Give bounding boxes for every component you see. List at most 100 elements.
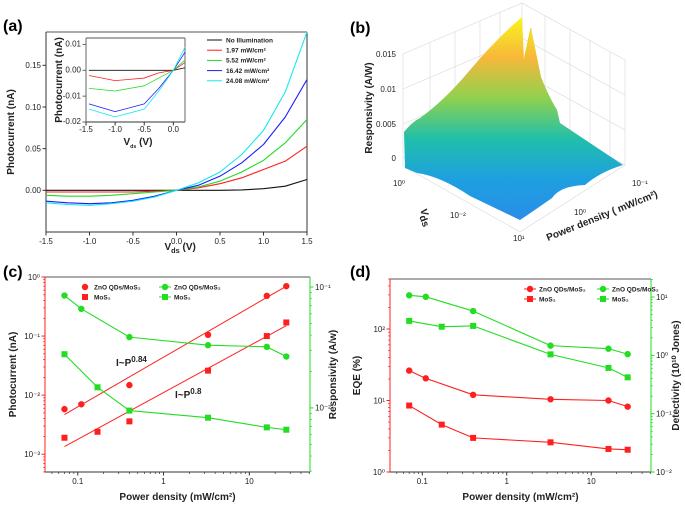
y2-axis-label: Responsivity (A/w)	[328, 330, 339, 419]
fit-annotation-text: I~P	[116, 358, 132, 369]
y-tick-label: 0.15	[25, 61, 41, 70]
legend-label: 5.52 mW/cm²	[226, 58, 267, 65]
series-2	[61, 292, 290, 360]
x-tick-label: 1	[505, 477, 510, 486]
y-tick-label: 0.10	[25, 103, 41, 112]
data-point-circle	[61, 405, 68, 413]
data-point-square	[406, 317, 413, 324]
y-tick-label: -0.01	[63, 91, 82, 100]
panel-label-c: (c)	[3, 264, 23, 281]
x-tick-label: 10	[245, 477, 254, 486]
y2-tick-label: 10⁻¹	[315, 283, 331, 292]
y-axis-label: EQE (%)	[352, 356, 363, 395]
series-line	[64, 295, 287, 358]
data-point-square	[263, 333, 270, 340]
legend-label: MoS₂	[539, 296, 556, 303]
series-line	[409, 320, 628, 378]
series-3	[406, 317, 631, 381]
data-point-circle	[422, 375, 429, 382]
x-tick-label: -1.5	[39, 237, 53, 246]
series-line	[88, 59, 186, 92]
series-line	[88, 67, 186, 71]
x-axis-label: Power density (mW/cm²)	[462, 492, 578, 503]
data-point-square	[205, 367, 212, 374]
y2-tick-label: 10⁻¹	[656, 409, 672, 418]
data-point-circle	[599, 285, 607, 293]
x-tick-label: 1.5	[301, 237, 313, 246]
panel-label-b: (b)	[350, 20, 370, 37]
data-point-circle	[78, 401, 85, 408]
data-point-circle	[283, 353, 290, 360]
x-axis-label: Vds (V)	[165, 242, 196, 255]
y-axis-label: Photocurrent (nA)	[54, 37, 65, 123]
y-tick-label: 10²	[373, 325, 385, 334]
data-point-circle	[547, 396, 554, 403]
data-point-square	[547, 439, 554, 446]
x-tick-label: -0.5	[126, 237, 140, 246]
x-tick-label: -1.5	[79, 125, 93, 134]
series-line	[45, 31, 308, 206]
data-point-square	[205, 414, 212, 421]
data-point-circle	[469, 307, 477, 315]
data-point-circle	[263, 292, 271, 300]
panel-a-iv-curves: -1.5 -1.0 -0.5 0.0 0.5 1.0 1.5 0.00 0.05 0.10 0.15…	[6, 31, 313, 255]
series-1	[61, 319, 290, 441]
data-point-circle	[204, 331, 212, 339]
series-line	[88, 46, 186, 118]
z-tick: 0	[392, 154, 397, 163]
series-0	[61, 282, 290, 413]
surface-ridge	[523, 27, 532, 61]
panel-label-a: (a)	[3, 18, 23, 35]
panel-b-responsivity-surface: 0.015 0.01 0.005 0 Responsivity (A/W) 10…	[364, 2, 659, 244]
data-point-circle	[81, 283, 89, 291]
x-tick-label: 1.0	[258, 237, 270, 246]
y-tick-label: 0.01	[65, 40, 81, 49]
legend-label: MoS₂	[174, 294, 191, 301]
legend-label: No Illumination	[226, 37, 273, 44]
y-tick-label: 10⁰	[28, 273, 40, 282]
legend-label: ZnO QDs/MoS₂	[612, 286, 659, 293]
series-0	[88, 67, 186, 71]
y-tick-label: 0.00	[65, 65, 81, 74]
data-point-circle	[61, 292, 68, 299]
y-tick-label: -0.02	[63, 117, 82, 126]
series-4	[45, 31, 308, 206]
x-tick-label: 0.1	[72, 477, 84, 486]
legend-label: ZnO QDs/MoS₂	[539, 286, 586, 293]
y2-axis-label: Detectivity (10¹⁰ Jones)	[671, 320, 682, 430]
data-point-circle	[526, 285, 534, 293]
power-tick: 10⁰	[574, 208, 586, 217]
power-tick: 10¹	[513, 234, 525, 243]
fit-line	[64, 285, 287, 415]
z-axis-label: Responsivity (A/W)	[364, 62, 375, 153]
data-point-circle	[161, 283, 169, 291]
z-tick: 0.005	[376, 120, 397, 129]
series-line	[408, 370, 628, 408]
series-4	[88, 46, 186, 118]
x-label-sub: ds	[171, 246, 180, 255]
panel-a-inset: -1.5 -1.0 -0.5 0.0 -0.02 -0.01 0.00 0.01 Vds (V)…	[54, 37, 186, 150]
z-tick: 0.01	[380, 85, 396, 94]
data-point-square	[527, 296, 533, 302]
legend-label: ZnO QDs/MoS₂	[94, 284, 141, 291]
y-tick-label: 10⁻²	[24, 391, 40, 400]
data-point-circle	[126, 381, 133, 389]
data-point-square	[126, 407, 133, 414]
data-point-square	[283, 426, 290, 433]
series-line	[64, 353, 287, 431]
y2-tick-label: 10⁰	[656, 351, 668, 360]
x-tick-label: 0.5	[214, 237, 226, 246]
vds-label-main: V	[417, 207, 430, 218]
x-tick-label: 10	[587, 477, 596, 486]
data-point-square	[605, 364, 612, 371]
panel-label-d: (d)	[350, 264, 370, 281]
y-tick-label: 10¹	[373, 396, 385, 405]
data-point-circle	[624, 350, 631, 358]
data-point-circle	[547, 342, 554, 349]
data-point-square	[438, 323, 445, 330]
y2-tick-label: 10⁻²	[315, 404, 331, 413]
series-line	[46, 145, 308, 193]
x-label-unit: (V)	[136, 137, 152, 148]
vds-tick: 10⁰	[393, 179, 405, 188]
series-line	[46, 178, 308, 191]
